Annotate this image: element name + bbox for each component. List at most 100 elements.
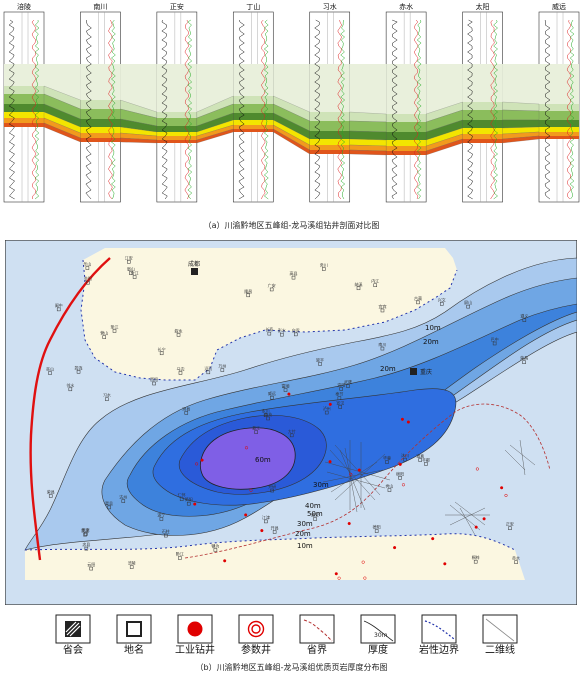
parameter-well-marker: [361, 560, 365, 564]
place-label: 巴中: [491, 336, 499, 342]
place-marker: [68, 387, 73, 392]
place-label: 隆昌: [244, 288, 252, 294]
place-marker: [291, 275, 296, 280]
place-marker: [338, 405, 342, 409]
place-marker: [152, 381, 156, 386]
place-label: 綦江: [252, 425, 260, 431]
place-marker: [184, 411, 189, 415]
place-marker: [416, 300, 420, 305]
well-name-label: 丁山: [246, 2, 260, 11]
well-column: 赤水: [385, 2, 427, 203]
place-label: 习水: [103, 392, 111, 398]
place-label: 乐至: [82, 526, 90, 532]
legend-label-place-name: 地名: [124, 645, 144, 656]
place-label: 珙县: [182, 405, 190, 411]
place-label: 广安: [268, 282, 276, 288]
industrial-well-marker: [193, 502, 197, 506]
place-marker: [473, 559, 478, 564]
place-marker: [83, 532, 87, 537]
place-label: 荣昌: [520, 355, 528, 361]
place-marker: [313, 517, 317, 521]
place-label: 井研: [268, 483, 276, 489]
place-marker: [179, 497, 184, 501]
legend-label-thickness: 厚度: [368, 645, 388, 656]
provincial-capital-marker-chongqing: [410, 368, 417, 375]
place-label: 黔江: [176, 550, 184, 556]
place-marker: [270, 488, 274, 493]
place-label: 犍为: [211, 542, 219, 548]
place-label: 江津: [262, 514, 270, 520]
place-label: 乐山: [83, 261, 91, 267]
place-marker: [294, 332, 298, 337]
place-marker: [132, 275, 137, 279]
well-column: 太阳: [462, 2, 503, 203]
parameter-well-marker: [475, 467, 479, 471]
legend-label-parameter-well: 参数井: [241, 645, 271, 656]
land-area-sw: [25, 533, 525, 580]
panel-b-caption: （b）川渝黔地区五峰组-龙马溪组优质页岩厚度分布图: [195, 663, 388, 672]
industrial-well-marker: [244, 513, 248, 517]
industrial-well-marker: [223, 559, 227, 563]
correlation-band-link: [120, 64, 157, 144]
place-label: 筠连: [75, 364, 83, 370]
place-marker: [129, 271, 133, 275]
correlation-band-link: [349, 64, 387, 156]
correlation-band-link: [43, 64, 81, 143]
industrial-well-marker: [431, 537, 435, 541]
place-marker: [373, 283, 377, 287]
place-label: 南川: [378, 341, 386, 347]
place-label: 务川: [320, 261, 328, 267]
well-name-label: 威远: [552, 2, 566, 11]
industrial-well-marker: [482, 517, 486, 521]
industrial-well-marker: [200, 458, 204, 462]
parameter-well-marker: [249, 488, 253, 492]
industrial-well-icon: [177, 614, 213, 644]
place-label: 金阳: [84, 275, 92, 281]
parameter-well-marker: [363, 576, 367, 580]
industrial-well-marker: [500, 486, 504, 490]
land-area-nw: [81, 248, 457, 380]
place-label: 酉阳: [150, 376, 158, 382]
contour-label: 40m: [305, 502, 321, 510]
contour-label: 10m: [425, 324, 441, 332]
well-column: 威远: [538, 2, 580, 203]
place-label: 彭水: [278, 327, 286, 333]
lithology-boundary-north: [80, 259, 458, 381]
place-marker: [159, 517, 164, 521]
place-label: 大竹: [288, 428, 296, 434]
correlation-band-link: [273, 64, 310, 155]
industrial-well-marker: [287, 392, 291, 396]
parameter-well-marker: [349, 472, 353, 476]
place-marker: [356, 286, 361, 291]
place-marker: [522, 360, 526, 364]
contour-label: 20m: [423, 338, 439, 346]
place-label: 阆中: [55, 302, 63, 308]
place-marker: [178, 371, 183, 375]
place-marker: [246, 293, 250, 298]
place-label: 叙永: [175, 327, 183, 333]
place-marker: [440, 302, 444, 306]
place-marker: [263, 413, 268, 417]
place-label: 德阳: [373, 524, 381, 530]
place-marker: [269, 287, 274, 292]
place-label: 宜宾: [378, 303, 386, 309]
place-marker: [85, 266, 90, 270]
provincial-capital-icon: [55, 614, 91, 644]
place-marker: [289, 433, 294, 438]
place-marker: [418, 458, 422, 462]
industrial-well-marker: [260, 529, 264, 533]
lithology-boundary-south: [24, 533, 516, 551]
place-marker: [129, 565, 134, 569]
place-marker: [48, 371, 52, 375]
contour-label: 50m: [307, 510, 323, 518]
industrial-well-marker: [474, 525, 478, 529]
place-label: 石柱: [162, 528, 170, 534]
place-label: 桐梓: [472, 554, 480, 560]
place-marker: [280, 332, 284, 337]
provincial-boundary-west: [29, 257, 111, 561]
well-name-label: 太阳: [476, 2, 490, 11]
place-marker: [283, 388, 288, 392]
place-label: 雷波: [81, 527, 89, 533]
industrial-well-marker: [347, 521, 351, 526]
place-label: 富顺: [282, 383, 290, 389]
